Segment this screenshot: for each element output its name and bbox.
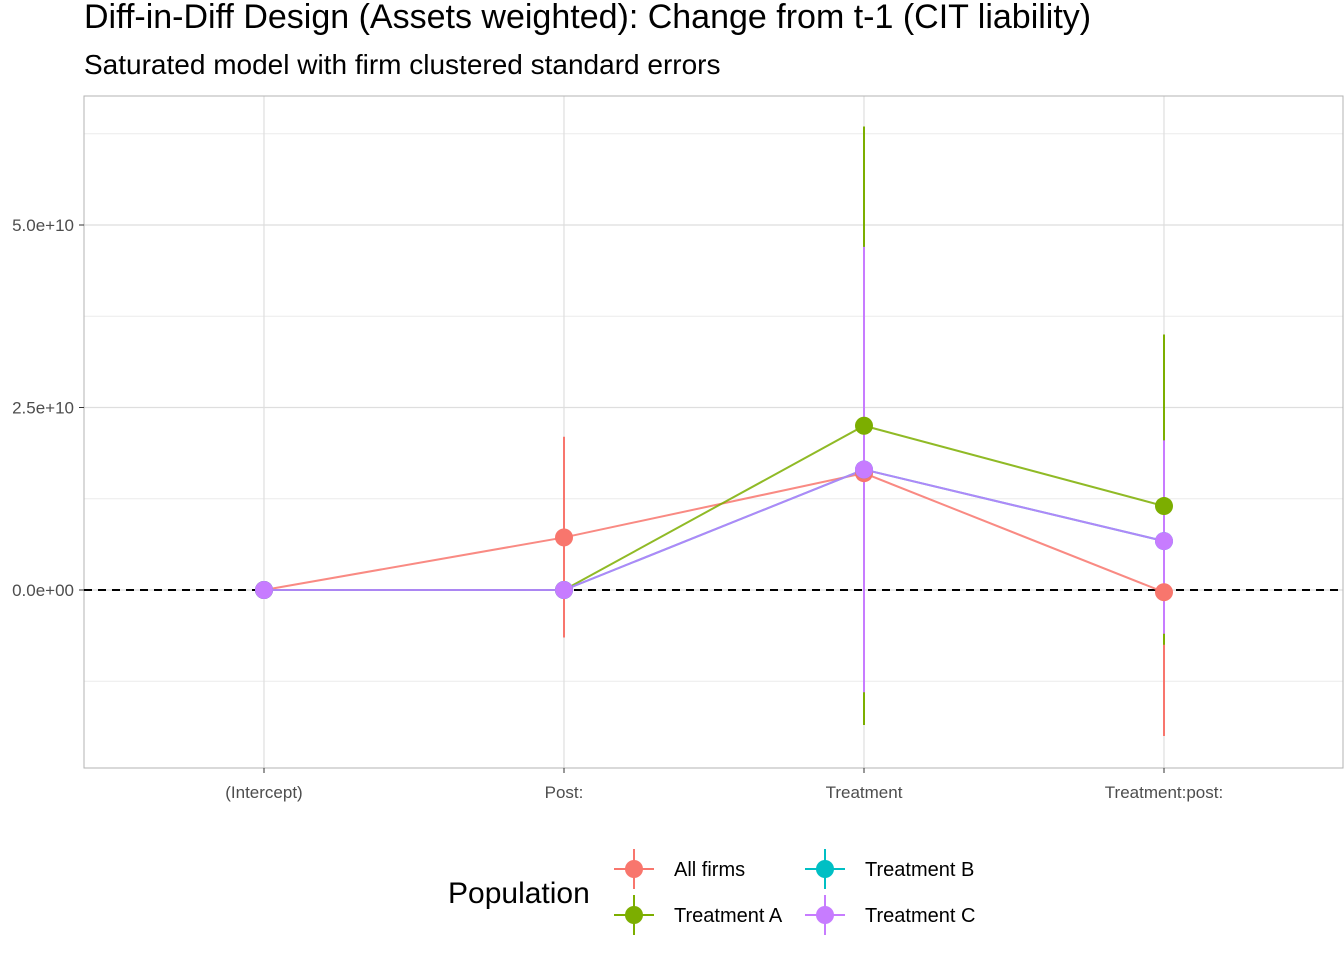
grid (84, 96, 1343, 768)
legend-item: Treatment A (614, 895, 783, 935)
chart-subtitle: Saturated model with firm clustered stan… (84, 49, 721, 80)
legend-label: Treatment B (865, 859, 974, 881)
legend-item: Treatment B (805, 849, 974, 889)
series-line (264, 468, 1165, 591)
legend-key-point (625, 906, 643, 924)
legend-key-point (625, 860, 643, 878)
series-lines (263, 424, 1165, 594)
x-tick-label: Post: (545, 783, 584, 802)
y-tick-label: 2.5e+10 (12, 399, 74, 418)
data-point (1155, 532, 1173, 551)
data-point (855, 460, 873, 479)
legend-label: All firms (674, 859, 745, 881)
x-tick-label: (Intercept) (225, 783, 302, 802)
series (255, 126, 1173, 736)
legend: Population All firms Treatment A Treatment… (448, 849, 975, 935)
series-points (255, 416, 1173, 602)
x-tick-label: Treatment (826, 783, 903, 802)
data-point (255, 581, 273, 599)
data-point (855, 416, 873, 435)
legend-label: Treatment C (865, 905, 975, 927)
legend-key-point (816, 906, 834, 924)
x-axis-ticks: (Intercept) Post: Treatment Treatment:post: (225, 768, 1223, 802)
data-point (1155, 583, 1173, 602)
legend-item: All firms (614, 849, 745, 889)
chart-title: Diff-in-Diff Design (Assets weighted): C… (84, 0, 1091, 36)
legend-title: Population (448, 877, 590, 910)
x-tick-label: Treatment:post: (1105, 783, 1223, 802)
series-line (263, 472, 1165, 594)
data-point (555, 528, 573, 547)
panel-border (83, 95, 1344, 769)
y-tick-label: 0.0e+00 (12, 581, 74, 600)
legend-item: Treatment C (805, 895, 975, 935)
legend-label: Treatment A (674, 905, 783, 927)
data-point (555, 581, 573, 599)
y-axis-ticks: 0.0e+00 2.5e+10 5.0e+10 (12, 216, 84, 600)
y-tick-label: 5.0e+10 (12, 216, 74, 235)
data-point (1155, 497, 1173, 516)
legend-key-point (816, 860, 834, 878)
